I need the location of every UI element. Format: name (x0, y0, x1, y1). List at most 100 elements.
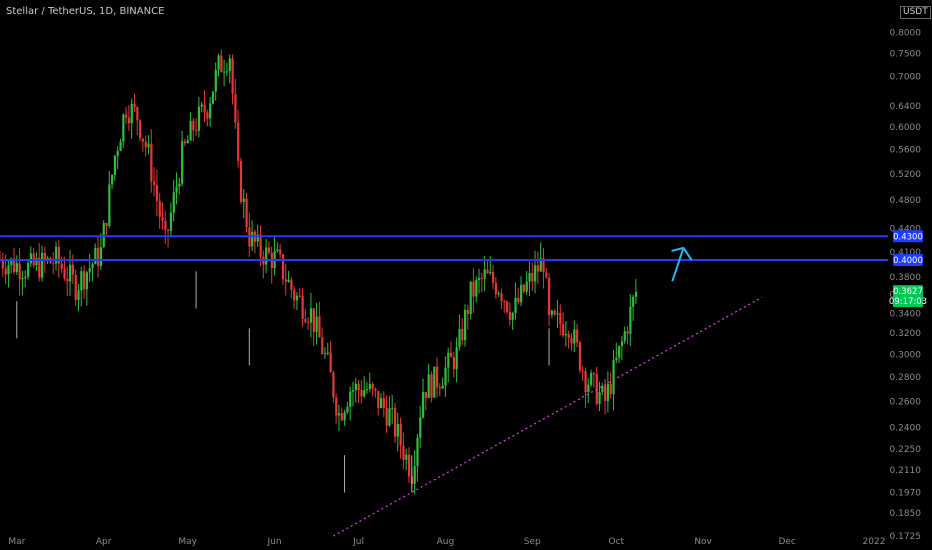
candle-body (181, 141, 184, 184)
candle-body (307, 322, 310, 324)
candle-body (528, 272, 531, 282)
candle-body (452, 357, 456, 370)
candle-body (455, 346, 458, 370)
candle-body (295, 295, 299, 301)
candle-body (183, 141, 187, 144)
candle-body (522, 284, 526, 292)
candle-body (548, 277, 551, 315)
x-tick-label: Aug (437, 537, 455, 547)
candle-body (609, 384, 612, 395)
candle-body (111, 174, 114, 185)
candle-body (581, 370, 584, 372)
candle-body (511, 313, 514, 320)
candle-body (365, 389, 369, 391)
candle-body (102, 222, 105, 248)
candle-body (38, 257, 41, 278)
x-tick-label: Mar (8, 537, 25, 547)
candle-body (267, 247, 271, 253)
candle-body (466, 309, 470, 315)
candle-body (74, 274, 77, 300)
candle-body (444, 367, 447, 386)
y-tick-label: 0.6000 (890, 123, 922, 133)
candle-body (147, 143, 150, 148)
candle-body (130, 103, 133, 124)
candle-body (192, 120, 195, 131)
candle-body (155, 185, 159, 201)
candle-body (514, 297, 517, 314)
candle-body (167, 229, 170, 232)
candle-body (480, 277, 484, 279)
candle-body (430, 374, 433, 398)
candle-body (354, 383, 357, 391)
candle-body (113, 155, 117, 175)
candle-body (520, 284, 523, 303)
candle-body (97, 247, 100, 267)
candle-body (556, 313, 559, 315)
candle-body (503, 301, 506, 303)
candle-body (351, 390, 355, 392)
y-tick-label: 0.2600 (890, 397, 922, 407)
y-tick-label: 0.7500 (890, 50, 922, 60)
candle-body (178, 183, 181, 187)
candle-body (24, 276, 27, 279)
candle-body (69, 264, 72, 282)
candle-body (388, 408, 391, 426)
candle-body (10, 258, 13, 266)
candle-body (374, 388, 377, 391)
candle-body (85, 272, 89, 290)
y-tick-label: 0.3200 (890, 329, 922, 339)
candle-body (433, 366, 436, 398)
candle-body (63, 268, 66, 279)
candle-body (421, 392, 425, 418)
y-tick-label: 0.2800 (890, 373, 922, 383)
candle-body (382, 398, 385, 409)
candle-body (309, 308, 313, 323)
candle-body (517, 297, 520, 303)
candle-body (256, 234, 259, 242)
candle-body (626, 331, 629, 334)
y-tick-label: 0.7000 (890, 72, 922, 82)
y-tick-label: 0.3800 (890, 273, 922, 283)
candle-body (489, 271, 492, 274)
candle-body (405, 454, 408, 460)
chart-title: Stellar / TetherUS, 1D, BINANCE (6, 6, 165, 17)
candle-body (231, 58, 234, 95)
candle-body (99, 247, 103, 267)
candle-body (298, 295, 301, 297)
x-tick-label: Sep (524, 537, 541, 547)
level-price-label (893, 230, 923, 243)
candle-body (18, 263, 21, 280)
candle-body (615, 357, 618, 361)
candle-body (223, 71, 226, 73)
candle-body (220, 55, 223, 73)
trendline (333, 296, 763, 537)
candle-body (360, 390, 363, 397)
y-tick-label: 0.2250 (890, 445, 922, 455)
candle-body (172, 192, 175, 213)
candle-body (534, 265, 537, 282)
candle-body (301, 296, 304, 320)
candle-body (290, 279, 293, 290)
candle-body (27, 263, 30, 277)
candle-body (175, 186, 178, 193)
candle-body (139, 120, 142, 139)
candle-body (629, 306, 632, 334)
candle-body (379, 398, 383, 409)
candle-body (475, 279, 478, 297)
time-axis: Mar Apr May Jun Jul Aug Sep Oct Nov Dec 2022 (8, 537, 885, 547)
candle-body (492, 271, 495, 283)
candle-body (450, 352, 453, 358)
candle-body (407, 454, 411, 477)
candle-body (385, 408, 388, 426)
candle-body (396, 423, 399, 437)
candle-body (427, 374, 430, 398)
candle-body (620, 341, 624, 346)
candle-body (13, 258, 16, 273)
y-tick-label: 0.8000 (890, 29, 922, 39)
currency-badge[interactable]: USDT (900, 6, 931, 19)
candle-body (276, 249, 279, 252)
candle-body (592, 373, 596, 375)
candle-body (413, 465, 416, 484)
candle-body (472, 281, 475, 297)
